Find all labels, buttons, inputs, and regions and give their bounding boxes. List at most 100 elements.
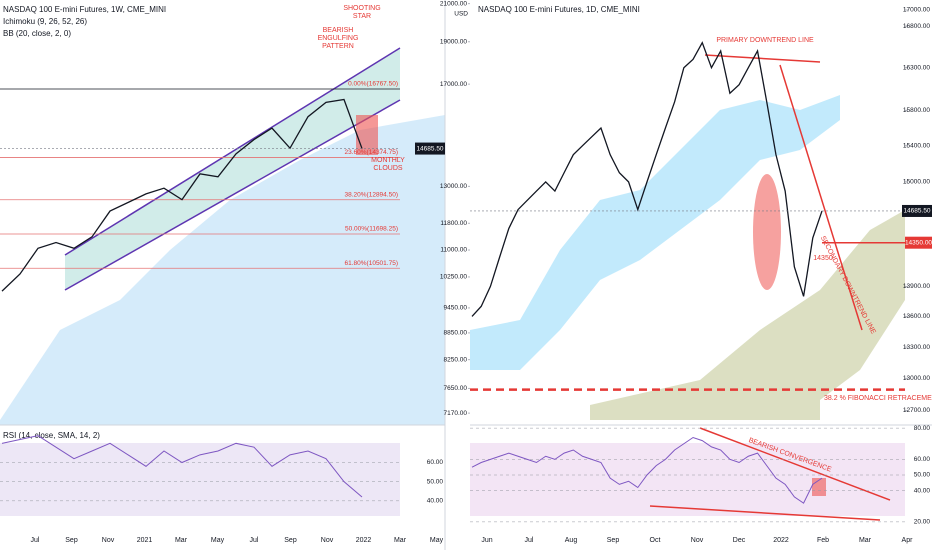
- y2-tick-label: 9450.00: [444, 305, 468, 312]
- y2-tick-label: 10250.00: [440, 274, 467, 281]
- x-tick-label: May: [211, 537, 225, 544]
- ichimoku-cloud: [470, 95, 840, 370]
- rsi-tick-label: 40.00: [427, 498, 444, 505]
- rsi-tick-label: 80.00: [914, 425, 931, 432]
- x-tick-label: Sep: [607, 537, 620, 544]
- y-tick-label: 15800.00: [903, 107, 930, 114]
- trend-line: [779, 64, 863, 331]
- x-tick-label: Mar: [175, 537, 188, 544]
- annotation: 38.2 % FIBONACCI RETRACEMENT @ 12894: [824, 395, 932, 402]
- y-tick-label: 12700.00: [903, 407, 930, 414]
- x-tick-label: Sep: [284, 537, 297, 544]
- indicator-label: Ichimoku (9, 26, 52, 26): [3, 17, 87, 26]
- support-tag: [905, 236, 932, 249]
- annotation: PRIMARY DOWNTREND LINE: [716, 37, 814, 44]
- chart-title: NASDAQ 100 E-mini Futures, 1D, CME_MINI: [478, 5, 640, 14]
- x-tick-label: 2022: [773, 537, 789, 544]
- y-tick-label: 15000.00: [903, 179, 930, 186]
- x-tick-label: Mar: [859, 537, 872, 544]
- rsi-tick-label: 20.00: [914, 519, 931, 526]
- price-line: [1, 98, 363, 292]
- y2-tick-label: 8850.00: [444, 330, 468, 337]
- annotation: MONTHLY: [371, 157, 405, 164]
- channel-line: [64, 47, 401, 256]
- y-tick-label: 16300.00: [903, 64, 930, 71]
- rsi-line: [1, 435, 363, 498]
- rsi-band: [0, 443, 400, 516]
- annotation: 14350: [813, 255, 833, 262]
- y-tick-label: 17000.00: [903, 7, 930, 14]
- y2-tick-label: 21000.00: [440, 0, 467, 7]
- x-tick-label: Oct: [650, 537, 661, 544]
- annotation: ENGULFING: [318, 35, 359, 42]
- y2-tick-label: 11800.00: [440, 220, 467, 227]
- y2-tick-label: 17000.00: [440, 81, 467, 88]
- trend-line: [704, 54, 821, 63]
- channel-line: [64, 99, 401, 291]
- ichimoku-cloud: [590, 210, 905, 420]
- rsi-tick-label: 50.00: [914, 472, 931, 479]
- rsi-tick-label: 40.00: [914, 487, 931, 494]
- fib-label: 0.00%(16767.50): [348, 81, 398, 88]
- x-tick-label: Nov: [691, 537, 704, 544]
- last-price-label: 14685.50: [416, 145, 443, 152]
- rsi-line: [471, 436, 823, 504]
- y-tick-label: 16800.00: [903, 23, 930, 30]
- fib-label: 38.20%(12894.50): [345, 192, 399, 199]
- y2-tick-label: 13000.00: [440, 183, 467, 190]
- last-price-tag: [902, 204, 932, 217]
- x-tick-label: Jul: [525, 537, 534, 544]
- x-tick-label: Apr: [902, 537, 914, 544]
- x-tick-label: 2021: [137, 537, 153, 544]
- annotation: BEARISH: [323, 27, 354, 34]
- indicator-label: BB (20, close, 2, 0): [3, 29, 71, 38]
- rsi-tick-label: 60.00: [914, 456, 931, 463]
- fib-label: 61.80%(10501.75): [345, 260, 399, 267]
- y2-tick-label: 7650.00: [444, 385, 468, 392]
- y-tick-label: 13600.00: [903, 313, 930, 320]
- annotation: SHOOTING: [343, 5, 380, 12]
- y2-unit: USD: [454, 11, 468, 18]
- price-line: [471, 41, 823, 317]
- x-tick-label: May: [430, 537, 444, 544]
- y2-tick-label: 11000.00: [440, 247, 467, 254]
- ichimoku-cloud: [0, 115, 445, 425]
- last-price-tag: [415, 142, 445, 155]
- y2-tick-label: 8250.00: [444, 356, 468, 363]
- rsi-title: RSI (14, close, SMA, 14, 2): [3, 431, 100, 440]
- annotation: CLOUDS: [373, 165, 403, 172]
- x-tick-label: Dec: [733, 537, 746, 544]
- y-tick-label: 13300.00: [903, 344, 930, 351]
- x-tick-label: Jun: [481, 537, 492, 544]
- chart-title: NASDAQ 100 E-mini Futures, 1W, CME_MINI: [3, 5, 166, 14]
- trend-line: [649, 505, 881, 521]
- y2-tick-label: 7170.00: [444, 410, 468, 417]
- x-tick-label: Jul: [31, 537, 40, 544]
- highlight-box: [356, 115, 378, 155]
- y-tick-label: 13000.00: [903, 375, 930, 382]
- annotation: STAR: [353, 13, 371, 20]
- fib-label: 23.60%(14374.75): [345, 149, 399, 156]
- y2-tick-label: 19000.00: [440, 38, 467, 45]
- support-tag-label: 14350.00: [905, 239, 932, 246]
- x-tick-label: Nov: [321, 537, 334, 544]
- y-tick-label: 15400.00: [903, 142, 930, 149]
- x-tick-label: Feb: [817, 537, 829, 544]
- annotation: PATTERN: [322, 43, 354, 50]
- trend-channel: [65, 48, 400, 290]
- last-price-label: 14685.50: [903, 208, 930, 215]
- rsi-tick-label: 60.00: [427, 459, 444, 466]
- x-tick-label: Nov: [102, 537, 115, 544]
- rsi-tick-label: 50.00: [427, 478, 444, 485]
- highlight-ellipse: [753, 174, 781, 290]
- x-tick-label: Jul: [250, 537, 259, 544]
- trend-line: [699, 427, 891, 501]
- x-tick-label: Aug: [565, 537, 578, 544]
- y-tick-label: 13900.00: [903, 283, 930, 290]
- x-tick-label: Mar: [394, 537, 407, 544]
- rsi-band: [470, 443, 905, 516]
- fib-label: 50.00%(11698.25): [345, 226, 398, 233]
- x-tick-label: 2022: [356, 537, 372, 544]
- x-tick-label: Sep: [65, 537, 78, 544]
